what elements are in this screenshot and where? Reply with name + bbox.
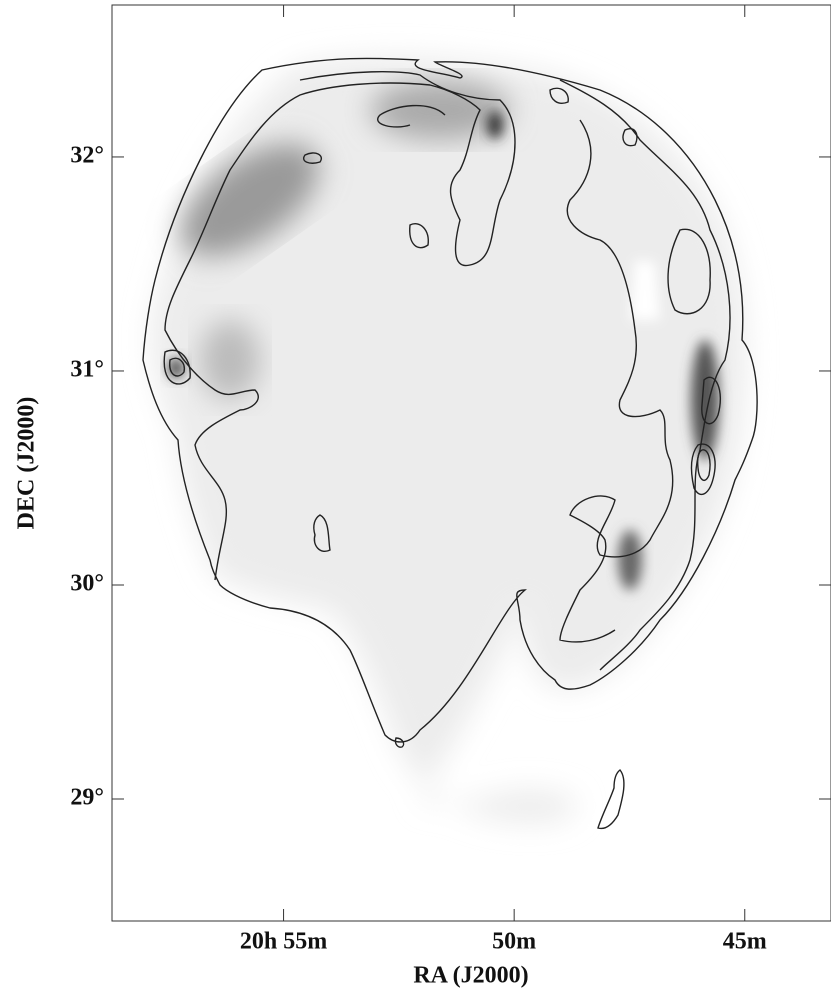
x-axis-label: RA (J2000) (413, 963, 528, 989)
plot-frame (111, 4, 831, 922)
x-tick-label: 45m (723, 929, 767, 955)
y-tick-label: 32° (70, 142, 104, 168)
y-tick-label: 31° (70, 356, 104, 382)
x-tick-label: 50m (492, 929, 536, 955)
y-axis-label: DEC (J2000) (14, 397, 40, 530)
x-tick-label: 20h 55m (240, 929, 327, 955)
y-tick-label: 29° (70, 785, 104, 811)
y-tick-label: 30° (70, 570, 104, 596)
nebula-image (142, 57, 758, 830)
